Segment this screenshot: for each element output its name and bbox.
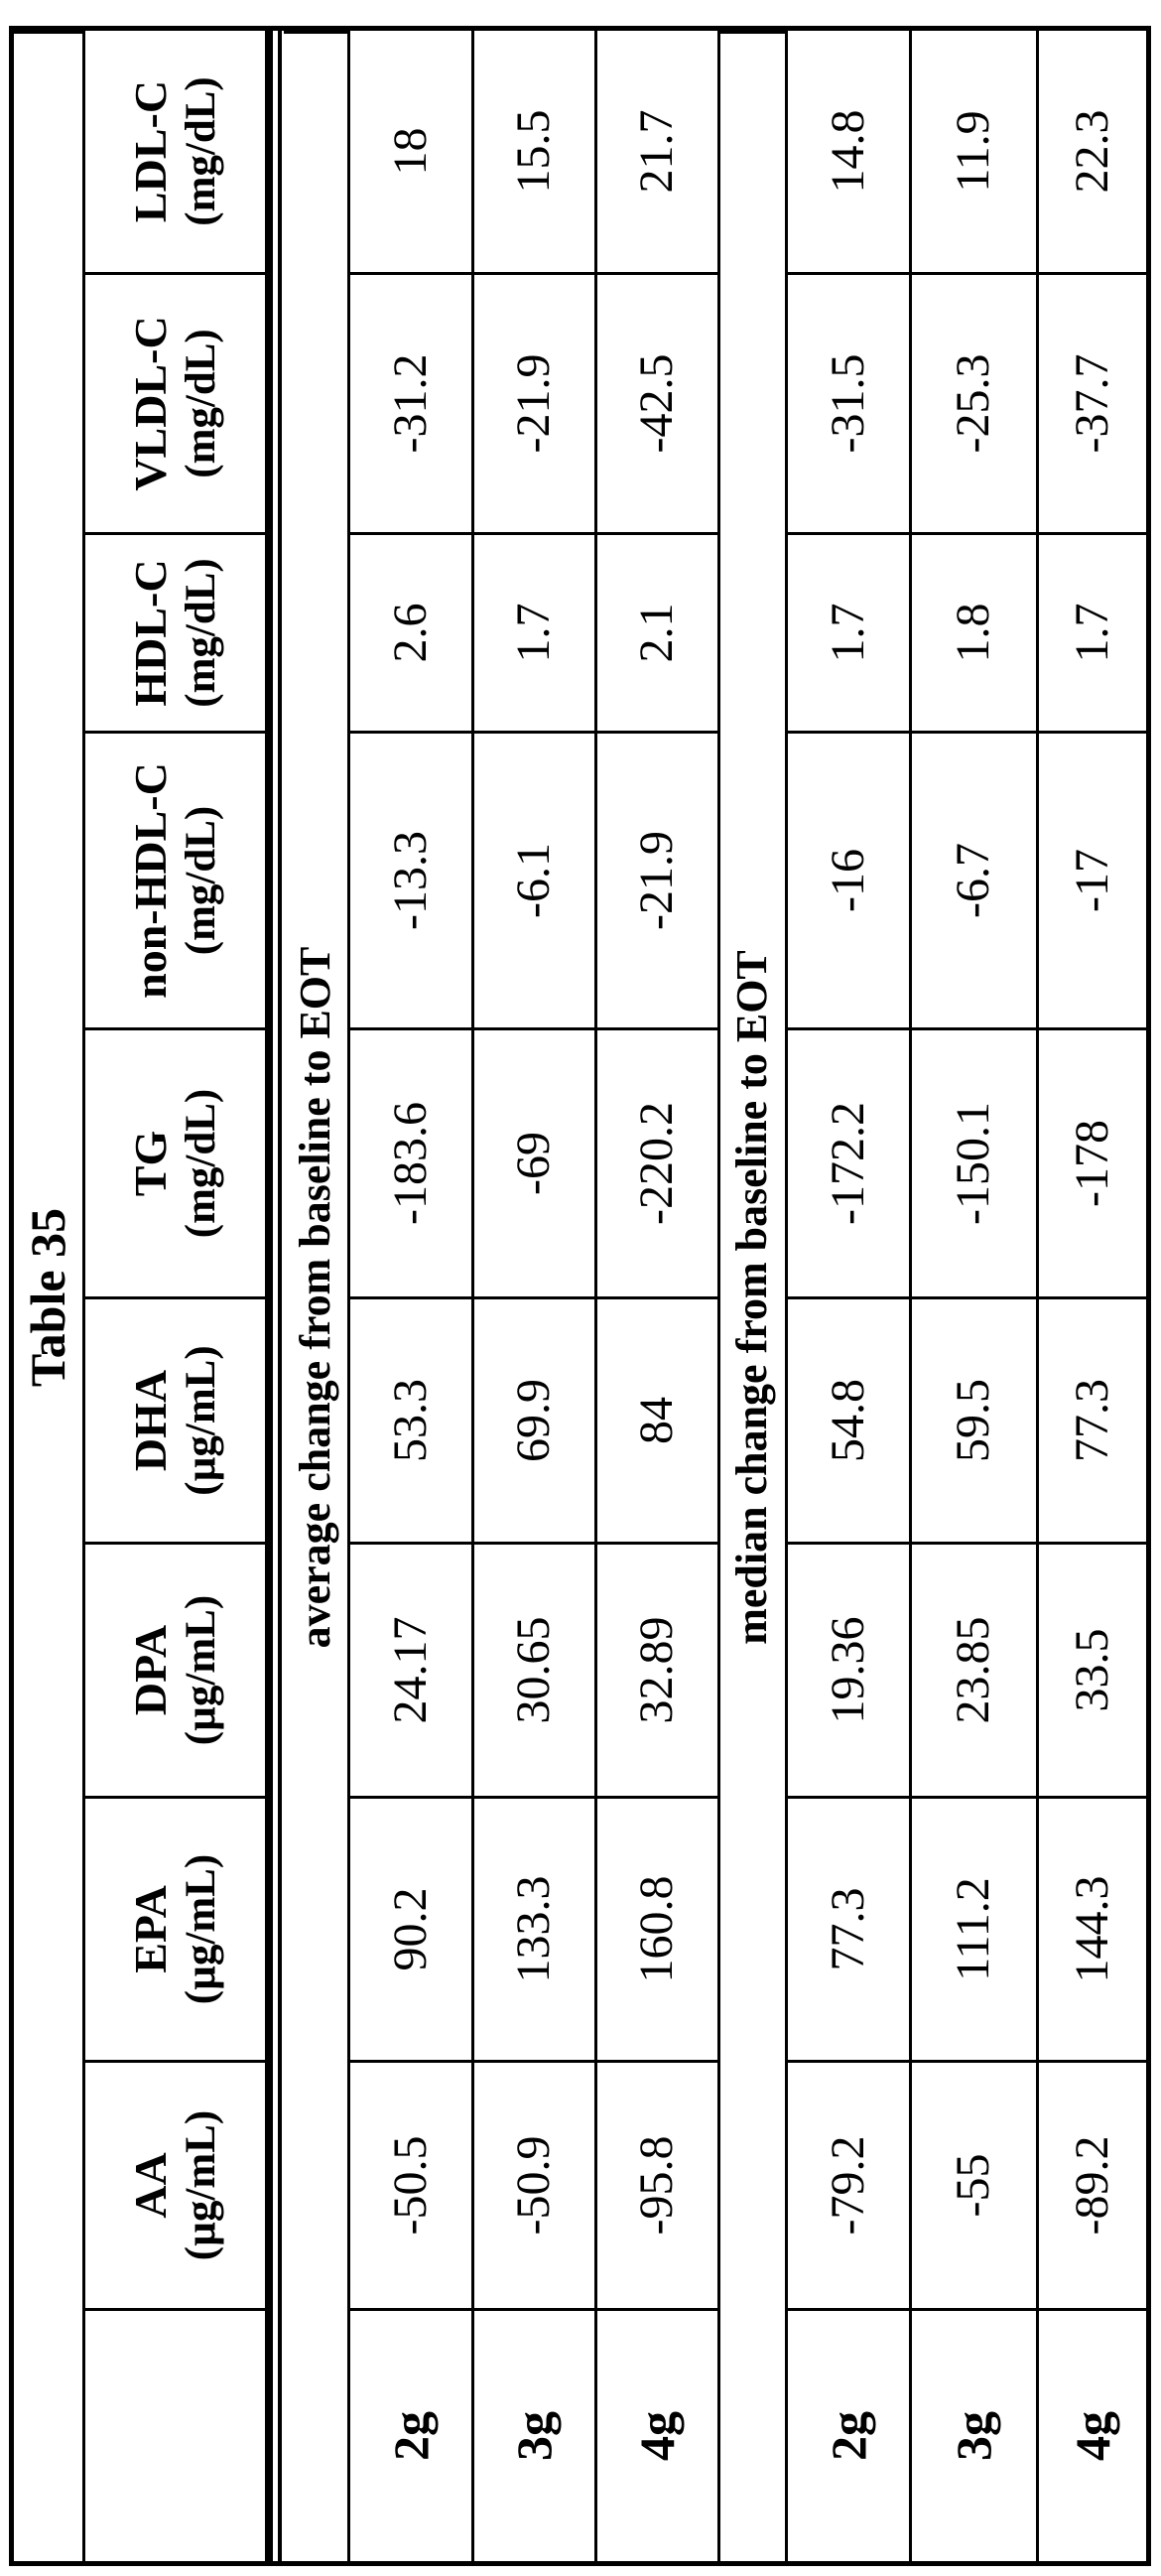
table-cell: 1.7 bbox=[1039, 532, 1146, 731]
table-cell: 32.89 bbox=[597, 1542, 720, 1796]
table-cell: 19.36 bbox=[788, 1542, 912, 1796]
table-cell: 90.2 bbox=[350, 1796, 474, 2060]
table-cell: -6.1 bbox=[474, 731, 597, 1027]
column-unit: (µg/mL) bbox=[178, 2109, 225, 2261]
header-cell-epa: EPA (µg/mL) bbox=[85, 1796, 265, 2060]
table-cell: -183.6 bbox=[350, 1027, 474, 1296]
table-cell: 24.17 bbox=[350, 1542, 474, 1796]
table-cell: 1.7 bbox=[788, 532, 912, 731]
table-cell: 54.8 bbox=[788, 1296, 912, 1542]
header-cell-aa: AA (µg/mL) bbox=[85, 2060, 265, 2308]
header-cell-hdl-c: HDL-C (mg/dL) bbox=[85, 532, 265, 731]
double-rule bbox=[265, 31, 284, 2561]
table-cell: 30.65 bbox=[474, 1542, 597, 1796]
table-cell: -79.2 bbox=[788, 2060, 912, 2308]
table-cell: -31.5 bbox=[788, 272, 912, 532]
table-cell: 33.5 bbox=[1039, 1542, 1146, 1796]
header-cell-dha: DHA (µg/mL) bbox=[85, 1296, 265, 1542]
column-name: EPA bbox=[124, 1885, 176, 1973]
column-unit: (mg/dL) bbox=[178, 329, 225, 478]
table-cell: -42.5 bbox=[597, 272, 720, 532]
header-cell-non-hdl-c: non-HDL-C (mg/dL) bbox=[85, 731, 265, 1027]
column-unit: (µg/mL) bbox=[178, 1853, 225, 2005]
table-cell: -220.2 bbox=[597, 1027, 720, 1296]
column-unit: (mg/dL) bbox=[178, 558, 225, 708]
table-cell: -172.2 bbox=[788, 1027, 912, 1296]
column-name: AA bbox=[124, 2152, 176, 2219]
table-cell: -150.1 bbox=[912, 1027, 1039, 1296]
header-cell-tg: TG (mg/dL) bbox=[85, 1027, 265, 1296]
column-name: VLDL-C bbox=[124, 316, 176, 491]
table-cell: 22.3 bbox=[1065, 109, 1118, 194]
header-cell-ldl-c: LDL-C (mg/dL) bbox=[85, 31, 265, 272]
table-cell: 15.5 bbox=[474, 31, 597, 272]
table-cell: 11.9 bbox=[912, 31, 1039, 272]
table-cell: 59.5 bbox=[912, 1296, 1039, 1542]
table-cell: -21.9 bbox=[597, 731, 720, 1027]
column-unit: (mg/dL) bbox=[178, 805, 225, 956]
table-cell: 18 bbox=[350, 31, 474, 272]
table-cell: 23.85 bbox=[912, 1542, 1039, 1796]
table-cell: 14.8 bbox=[788, 31, 912, 272]
table-cell: 133.3 bbox=[474, 1796, 597, 2060]
row-label: 3g bbox=[474, 2308, 597, 2561]
table-title: Table 35 bbox=[14, 31, 85, 2561]
table-cell: 69.9 bbox=[474, 1296, 597, 1542]
column-name: DPA bbox=[124, 1624, 176, 1716]
table-cell: -21.9 bbox=[474, 272, 597, 532]
table-cell: -50.5 bbox=[350, 2060, 474, 2308]
table-cell: 77.3 bbox=[788, 1796, 912, 2060]
column-name: LDL-C bbox=[124, 79, 176, 223]
table-cell: 53.3 bbox=[350, 1296, 474, 1542]
column-unit: (µg/mL) bbox=[178, 1594, 225, 1746]
column-name: HDL-C bbox=[124, 559, 176, 707]
table-cell: -25.3 bbox=[912, 272, 1039, 532]
column-name: TG bbox=[124, 1130, 176, 1197]
table-cell: 144.3 bbox=[1039, 1796, 1146, 2060]
table-cell: -95.8 bbox=[597, 2060, 720, 2308]
column-unit: (mg/dL) bbox=[178, 1088, 225, 1239]
table-cell: -6.7 bbox=[912, 731, 1039, 1027]
table-cell: -17 bbox=[1039, 731, 1146, 1027]
section-band-median: median change from baseline to EOT bbox=[720, 31, 788, 2561]
table-cell: -178 bbox=[1039, 1027, 1146, 1296]
table-cell: -13.3 bbox=[350, 731, 474, 1027]
table-cell: 2.6 bbox=[350, 532, 474, 731]
row-label: 4g bbox=[1039, 2308, 1146, 2561]
table-cell: 21.7 bbox=[597, 31, 720, 272]
table-cell: 77.3 bbox=[1039, 1296, 1146, 1542]
table-cell: -31.2 bbox=[350, 272, 474, 532]
table-cell: 160.8 bbox=[597, 1796, 720, 2060]
table-cell: 84 bbox=[597, 1296, 720, 1542]
column-name: non-HDL-C bbox=[124, 762, 176, 999]
header-cell-vldl-c: VLDL-C (mg/dL) bbox=[85, 272, 265, 532]
table-cell: -16 bbox=[788, 731, 912, 1027]
table-cell: -69 bbox=[474, 1027, 597, 1296]
table-cell: -50.9 bbox=[474, 2060, 597, 2308]
data-table: Table 35 AA (µg/mL) EPA (µg/mL) DPA (µg/mL)… bbox=[9, 26, 1151, 2566]
header-cell-blank bbox=[85, 2308, 265, 2561]
table-cell: 111.2 bbox=[912, 1796, 1039, 2060]
table-cell: 1.8 bbox=[912, 532, 1039, 731]
row-label: 2g bbox=[350, 2308, 474, 2561]
header-cell-dpa: DPA (µg/mL) bbox=[85, 1542, 265, 1796]
section-band-average: average change from baseline to EOT bbox=[284, 31, 350, 2561]
column-name: DHA bbox=[124, 1369, 176, 1472]
row-label: 3g bbox=[912, 2308, 1039, 2561]
table-cell: 2.1 bbox=[597, 532, 720, 731]
table-cell: -55 bbox=[912, 2060, 1039, 2308]
column-unit: (mg/dL) bbox=[178, 76, 225, 226]
column-unit: (µg/mL) bbox=[178, 1345, 225, 1496]
table-cell: -37.7 bbox=[1039, 272, 1146, 532]
table-cell: 1.7 bbox=[474, 532, 597, 731]
table-cell: -89.2 bbox=[1039, 2060, 1146, 2308]
row-label: 2g bbox=[788, 2308, 912, 2561]
row-label: 4g bbox=[597, 2308, 720, 2561]
